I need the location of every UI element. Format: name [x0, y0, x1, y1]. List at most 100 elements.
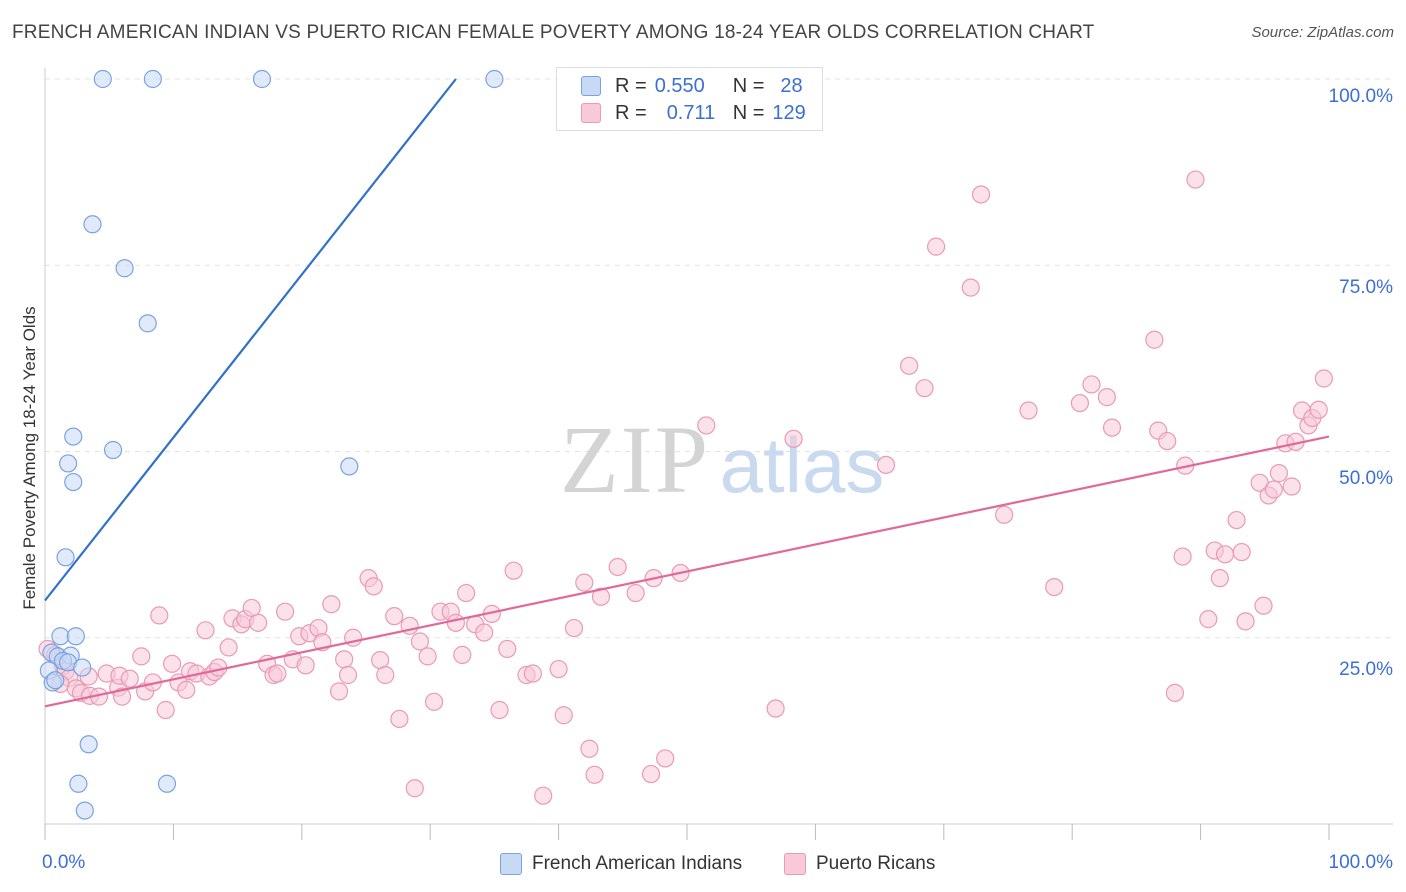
puerto-rican-point	[163, 654, 182, 673]
puerto-rican-point	[554, 706, 573, 725]
puerto-rican-point	[120, 669, 139, 688]
puerto-rican-point	[156, 700, 175, 720]
puerto-rican-point	[1309, 400, 1328, 419]
puerto-rican-point	[766, 699, 785, 718]
puerto-rican-point	[1097, 388, 1116, 407]
puerto-rican-point	[335, 650, 354, 669]
puerto-rican-point	[132, 647, 151, 666]
french-american-indian-point	[64, 472, 83, 492]
puerto-rican-point	[1186, 170, 1205, 189]
puerto-rican-point	[961, 278, 980, 297]
french-american-indian-point	[93, 69, 112, 89]
french-american-indian-point	[64, 427, 83, 446]
puerto-rican-point	[276, 602, 295, 621]
puerto-rican-point	[915, 379, 934, 398]
puerto-rican-point	[1210, 569, 1229, 588]
puerto-rican-point	[564, 618, 584, 638]
puerto-rican-point	[410, 632, 430, 651]
puerto-rican-point	[177, 680, 196, 700]
r-value: 0.711	[666, 101, 716, 124]
french-american-indian-point	[75, 801, 94, 820]
puerto-rican-point	[1145, 330, 1164, 349]
y-tick-label-75: 75.0%	[1339, 277, 1393, 298]
puerto-rican-point	[490, 700, 509, 720]
french-american-indian-point	[340, 457, 359, 476]
puerto-rican-point	[424, 692, 444, 711]
puerto-ricans-points	[38, 170, 1333, 805]
puerto-rican-point	[1314, 369, 1333, 388]
puerto-rican-point	[1264, 480, 1283, 499]
n-label: N =	[732, 74, 765, 97]
pink-swatch	[581, 103, 601, 123]
r-label: R =	[615, 74, 647, 97]
legend-swatch-pink	[784, 853, 806, 875]
puerto-rican-point	[1254, 596, 1273, 615]
blue-swatch	[581, 76, 601, 96]
french-american-indians-trend-line	[44, 78, 457, 602]
puerto-rican-point	[385, 607, 404, 626]
puerto-rican-point	[1045, 577, 1064, 597]
puerto-rican-point	[876, 455, 896, 475]
chart-source: Source: ZipAtlas.com	[1251, 24, 1394, 41]
legend-label-puerto-ricans: Puerto Ricans	[816, 853, 936, 874]
puerto-rican-point	[641, 764, 661, 784]
french-american-indian-point	[138, 314, 157, 333]
french-american-indian-point	[46, 671, 65, 690]
french-american-indian-point	[115, 259, 134, 278]
puerto-rican-point	[453, 645, 472, 664]
french-american-indian-point	[73, 658, 92, 677]
french-american-indian-point	[143, 69, 162, 89]
legend-item-french-american-indians: French American Indians	[500, 851, 742, 877]
legend-item-puerto-ricans: Puerto Ricans	[784, 851, 935, 877]
stats-legend: R = 0.550 N = 28 R = 0.711 N = 129	[556, 67, 823, 131]
puerto-rican-point	[338, 665, 358, 685]
puerto-rican-point	[549, 659, 568, 679]
puerto-rican-point	[523, 664, 543, 683]
puerto-rican-point	[608, 557, 627, 577]
puerto-rican-point	[995, 505, 1014, 524]
puerto-rican-point	[446, 613, 465, 632]
puerto-rican-point	[475, 623, 494, 642]
puerto-rican-point	[1173, 547, 1192, 566]
puerto-rican-point	[1232, 542, 1251, 562]
puerto-rican-point	[1215, 545, 1235, 564]
puerto-ricans-trend-line	[44, 435, 1330, 708]
watermark-atlas: atlas	[720, 421, 885, 509]
puerto-rican-point	[626, 583, 645, 603]
r-value: 0.550	[654, 74, 705, 97]
puerto-rican-point	[376, 665, 395, 685]
puerto-rican-point	[364, 577, 383, 596]
puerto-rican-point	[268, 664, 287, 683]
french-american-indians-points	[39, 69, 504, 820]
french-american-indian-point	[79, 735, 98, 754]
puerto-rican-point	[591, 587, 611, 606]
puerto-rican-point	[1158, 431, 1177, 451]
puerto-rican-point	[219, 638, 238, 657]
puerto-rican-point	[575, 573, 594, 592]
puerto-rican-point	[249, 613, 268, 632]
puerto-rican-point	[1082, 375, 1101, 394]
french-american-indian-point	[83, 215, 102, 234]
puerto-rican-point	[150, 606, 169, 625]
y-tick-label-50: 50.0%	[1339, 468, 1393, 489]
chart-title: FRENCH AMERICAN INDIAN VS PUERTO RICAN F…	[12, 22, 1095, 43]
n-value: 28	[780, 74, 803, 97]
r-label: R =	[615, 101, 647, 124]
puerto-rican-point	[971, 185, 991, 204]
french-american-indian-point	[56, 548, 75, 567]
stats-legend-row-blue: R = 0.550 N = 28	[581, 74, 803, 98]
puerto-rican-point	[296, 656, 315, 675]
french-american-indian-point	[157, 774, 177, 793]
french-american-indian-point	[103, 440, 123, 460]
legend-swatch-blue	[500, 853, 522, 875]
stats-legend-row-pink: R = 0.711 N = 129	[581, 101, 806, 125]
puerto-rican-point	[322, 595, 341, 614]
puerto-rican-point	[1227, 510, 1246, 530]
puerto-rican-point	[1102, 418, 1122, 437]
puerto-rican-point	[585, 765, 604, 784]
puerto-rican-point	[1165, 683, 1185, 702]
french-american-indian-point	[51, 627, 70, 646]
french-american-indian-point	[59, 454, 78, 473]
puerto-rican-point	[1019, 401, 1038, 420]
